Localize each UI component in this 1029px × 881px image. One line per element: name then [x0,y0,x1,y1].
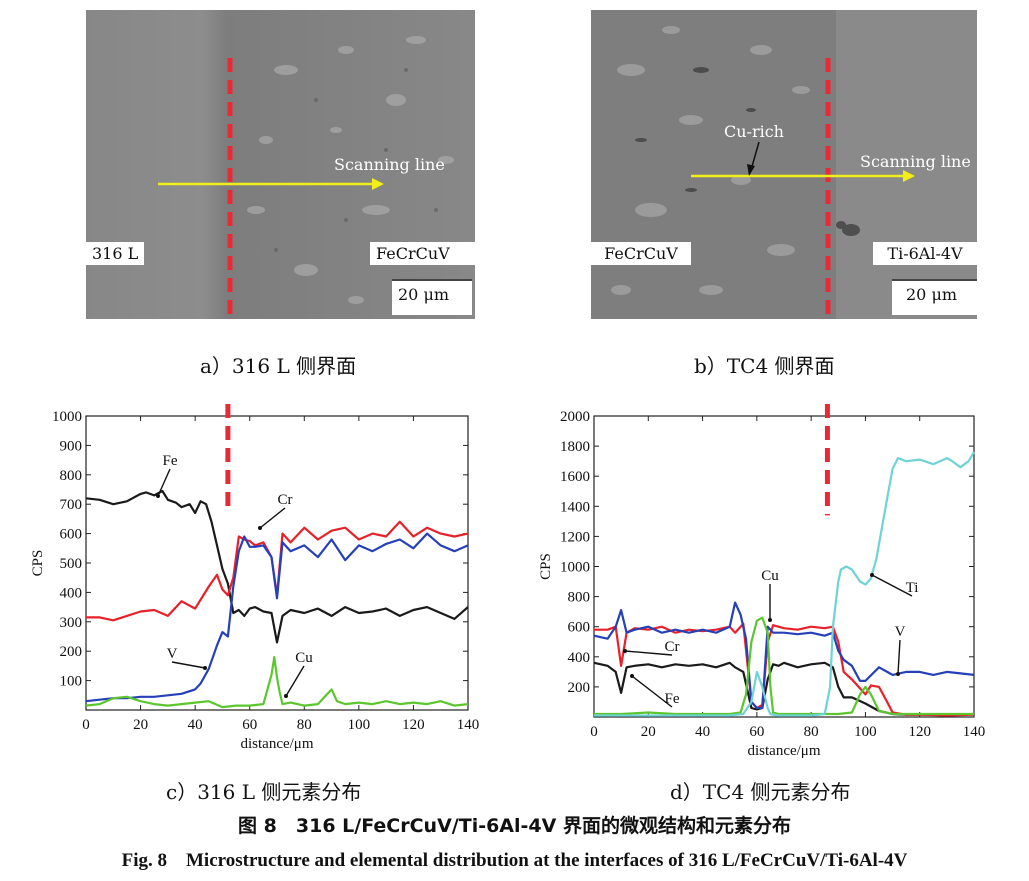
caption-b: b）TC4 侧界面 [694,354,835,378]
series-line-ti [594,451,975,717]
x-axis-label: distance/μm [240,736,313,752]
y-tick-label: 2000 [560,409,590,425]
label-ti6al4v: Ti-6Al-4V [873,242,977,265]
annotation-arrowhead [768,618,772,622]
y-tick-label: 100 [60,674,83,690]
annotation-label: Fe [163,453,178,469]
interface-line-b [691,58,915,319]
annotation-label: Cr [278,492,293,508]
x-tick-label: 120 [908,724,931,740]
chart-316l-element-distribution: 0 20 40 60 80 100 120 140 100 200 300 400 500 600 700 8… [30,404,480,752]
y-tick-label: 1600 [560,469,590,485]
y-tick-label: 1800 [560,439,590,455]
micrograph-tc4 [591,10,977,319]
y-tick-label: 400 [60,585,83,601]
y-axis-label: CPS [538,553,554,580]
y-tick-label: 800 [568,590,591,606]
x-tick-label: 140 [457,717,480,733]
x-tick-label: 100 [854,724,877,740]
cu-rich-label: Cu-rich [724,122,784,141]
annotation-arrowhead [284,694,288,698]
y-tick-label: 1000 [52,409,82,425]
y-tick-label: 900 [60,438,83,454]
x-tick-label: 20 [133,717,148,733]
annotation-label: Ti [906,580,919,596]
x-tick-label: 100 [348,717,371,733]
x-tick-label: 40 [695,724,710,740]
chart-tc4-element-distribution: 0 20 40 60 80 100 120 140 200 400 600 800 1000 1200 14… [538,404,986,759]
annotation-arrow [631,675,673,708]
annotation-arrow [285,665,305,697]
annotation-label: V [895,624,906,640]
label-316l: 316 L [86,242,145,265]
x-tick-label: 60 [749,724,764,740]
annotation-arrowhead [623,649,627,653]
y-axis-label: CPS [30,550,46,577]
y-tick-label: 200 [60,644,83,660]
annotation-arrow [157,468,171,497]
scan-label-a: Scanning line [334,155,445,174]
scale-bar-b: 20 μm [892,279,977,315]
annotation-arrow [259,507,286,529]
caption-c: c）316 L 侧元素分布 [166,780,362,804]
series-line-fe [85,489,469,644]
annotation-arrow [897,639,901,675]
x-tick-label: 40 [188,717,203,733]
annotation-arrow [624,650,673,656]
annotation-arrowhead [630,674,634,678]
caption-a: a）316 L 侧界面 [200,354,357,378]
x-tick-label: 120 [402,717,425,733]
series-line-cr [594,622,975,717]
annotation-label: Fe [665,691,680,707]
y-tick-label: 600 [60,527,83,543]
y-tick-label: 500 [60,556,83,572]
figure-title-cn: 图 8 316 L/FeCrCuV/Ti-6Al-4V 界面的微观结构和元素分布 [238,815,791,837]
scan-label-b: Scanning line [860,152,971,171]
scale-bar-a: 20 μm [392,279,472,315]
y-tick-label: 600 [568,620,591,636]
x-tick-label: 0 [82,717,90,733]
annotation-label: Cu [761,568,779,584]
figure-title-en: Fig. 8 Microstructure and elemental dist… [121,850,908,871]
y-tick-label: 400 [568,650,591,666]
x-tick-label: 140 [963,724,986,740]
annotation-arrow [171,661,206,669]
label-fecrcuv-b: FeCrCuV [591,242,691,265]
y-tick-label: 200 [568,680,591,696]
annotation-label: Cu [295,650,313,666]
annotation-arrowhead [870,573,874,577]
x-tick-label: 80 [297,717,312,733]
annotation-arrowhead [203,666,207,670]
series-line-cr [86,520,469,622]
y-tick-label: 700 [60,497,83,513]
label-fecrcuv-a: FeCrCuV [370,242,480,265]
annotation-arrowhead [896,672,900,676]
series-line-cu [594,616,974,716]
series-line-v [593,601,975,710]
plot-frame [85,415,469,711]
y-tick-label: 1000 [560,560,590,576]
series-line-cu [85,656,469,709]
x-axis-label: distance/μm [747,743,820,759]
y-tick-label: 1400 [560,499,590,515]
annotation-arrowhead [258,526,262,530]
series-line-v [85,532,469,703]
x-tick-label: 20 [641,724,656,740]
x-tick-label: 60 [242,717,257,733]
series-line-fe [593,661,975,717]
caption-d: d）TC4 侧元素分布 [670,780,851,804]
annotation-arrow [871,574,913,597]
interface-line-a [158,58,384,319]
x-tick-label: 0 [590,724,598,740]
annotation-arrowhead [156,494,160,498]
annotation-label: V [167,646,178,662]
y-tick-label: 300 [60,615,83,631]
y-tick-label: 800 [60,468,83,484]
y-tick-label: 1200 [560,529,590,545]
annotation-label: Cr [665,639,680,655]
x-tick-label: 80 [804,724,819,740]
